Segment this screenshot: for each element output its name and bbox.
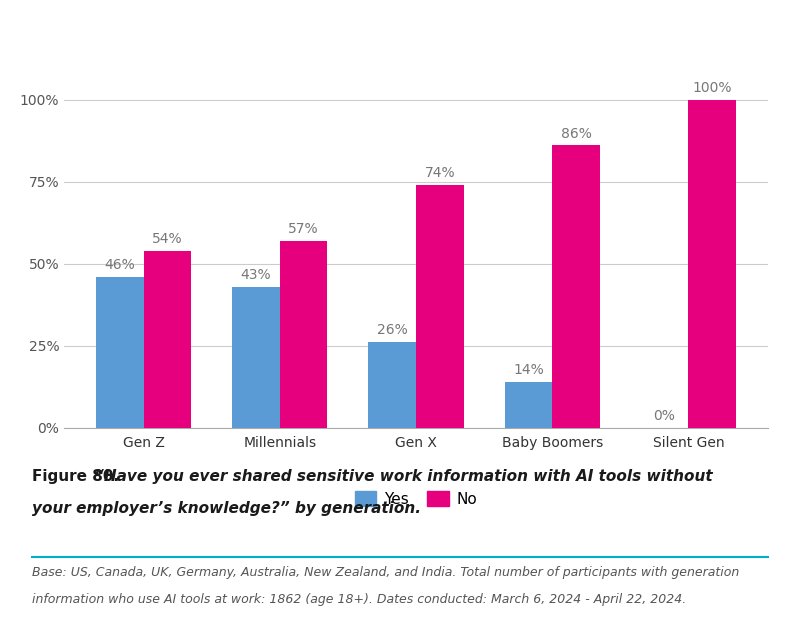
Text: 86%: 86%	[561, 126, 591, 140]
Text: 74%: 74%	[425, 166, 455, 180]
Text: “Have you ever shared sensitive work information with AI tools without: “Have you ever shared sensitive work inf…	[94, 469, 712, 484]
Text: 54%: 54%	[152, 231, 183, 245]
Text: 0%: 0%	[654, 409, 675, 423]
Text: 43%: 43%	[241, 268, 271, 282]
Bar	[232, 287, 280, 428]
Text: Figure 80.: Figure 80.	[32, 469, 124, 484]
Bar	[280, 241, 327, 428]
Text: 46%: 46%	[105, 258, 135, 272]
Bar	[552, 145, 600, 428]
Bar	[96, 277, 144, 428]
Text: information who use AI tools at work: 1862 (age 18+). Dates conducted: March 6, : information who use AI tools at work: 18…	[32, 593, 686, 606]
Text: Base: US, Canada, UK, Germany, Australia, New Zealand, and India. Total number o: Base: US, Canada, UK, Germany, Australia…	[32, 566, 739, 579]
Text: 26%: 26%	[377, 323, 407, 338]
Text: 57%: 57%	[288, 222, 319, 236]
Bar	[144, 250, 191, 428]
Bar	[368, 342, 416, 428]
Bar	[505, 382, 552, 428]
Bar	[416, 185, 464, 428]
Legend: Yes, No: Yes, No	[349, 484, 483, 513]
Text: 100%: 100%	[693, 81, 732, 94]
Text: your employer’s knowledge?” by generation.: your employer’s knowledge?” by generatio…	[32, 501, 421, 516]
Text: 14%: 14%	[513, 363, 544, 377]
Bar	[688, 99, 736, 428]
